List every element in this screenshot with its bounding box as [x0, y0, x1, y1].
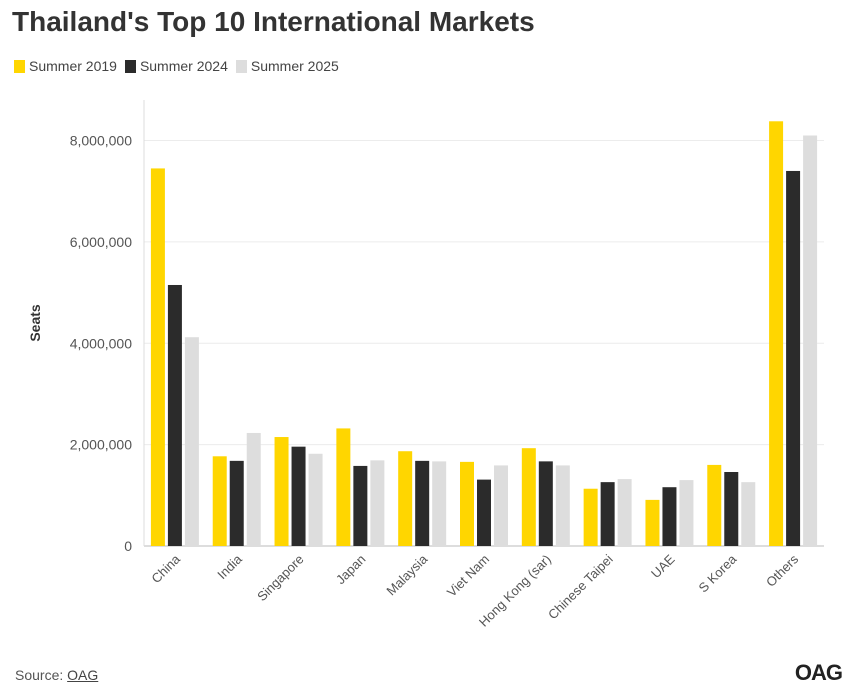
x-tick-label: Viet Nam — [444, 552, 492, 600]
bar — [398, 451, 413, 546]
bar — [769, 121, 784, 546]
bar — [617, 479, 632, 546]
x-tick-label: Chinese Taipei — [545, 551, 616, 622]
x-tick-label: Others — [763, 551, 802, 590]
bar — [786, 170, 801, 547]
source-note: Source: OAG — [15, 667, 98, 683]
legend-swatch-summer-2024 — [124, 59, 136, 73]
bar — [274, 437, 289, 546]
legend-swatch-summer-2019 — [14, 59, 25, 73]
bar — [645, 499, 660, 546]
bar — [308, 453, 323, 546]
y-tick-label: 2,000,000 — [70, 437, 132, 453]
legend-label-summer-2025: Summer 2025 — [250, 58, 339, 74]
y-tick-label: 8,000,000 — [70, 133, 132, 149]
bar — [150, 168, 165, 546]
legend-item-summer-2025[interactable]: Summer 2025 — [235, 58, 339, 74]
bar — [353, 465, 368, 546]
bar — [212, 456, 227, 546]
x-tick-label: S Korea — [696, 551, 740, 595]
bar — [707, 464, 722, 546]
bar — [600, 482, 615, 546]
bar — [583, 488, 598, 546]
chart-title: Thailand's Top 10 International Markets — [12, 6, 535, 37]
bar-chart: 0 2,000,000 4,000,000 6,000,000 8,000,000 Sea… — [27, 100, 824, 630]
legend-label-summer-2019: Summer 2019 — [29, 58, 117, 74]
bar — [370, 460, 385, 546]
x-tick-label: Singapore — [254, 552, 307, 605]
bar — [679, 480, 694, 546]
legend-item-summer-2024[interactable]: Summer 2024 — [124, 58, 228, 74]
bar — [291, 446, 306, 546]
source-label: Source: — [15, 667, 64, 683]
bar — [460, 461, 474, 546]
source-link[interactable]: OAG — [67, 667, 99, 683]
x-tick-label: China — [148, 551, 183, 586]
x-tick-label: UAE — [648, 551, 678, 581]
bar — [336, 428, 351, 546]
bar — [415, 460, 430, 546]
bar — [229, 460, 244, 546]
y-tick-label: 4,000,000 — [70, 335, 132, 351]
y-tick-label: 0 — [124, 538, 132, 554]
bar — [555, 465, 570, 546]
bar — [724, 472, 739, 546]
bar — [246, 432, 261, 546]
x-tick-label: Malaysia — [383, 551, 430, 598]
x-tick-label: Japan — [333, 552, 369, 588]
bar — [167, 284, 182, 546]
legend-label-summer-2024: Summer 2024 — [139, 58, 228, 74]
legend-swatch-summer-2025 — [235, 59, 247, 73]
legend: Summer 2019 Summer 2024 Summer 2025 — [14, 58, 347, 74]
bar — [741, 482, 756, 546]
bar — [432, 461, 447, 546]
y-tick-label: 6,000,000 — [70, 234, 132, 250]
bar — [662, 487, 677, 546]
bar — [477, 479, 491, 546]
legend-item-summer-2019[interactable]: Summer 2019 — [14, 58, 117, 74]
brand-logo: OAG — [794, 660, 843, 685]
bar — [803, 135, 818, 546]
bar — [494, 465, 508, 546]
x-tick-label: India — [214, 551, 245, 582]
bar — [521, 448, 536, 546]
bar — [538, 461, 553, 546]
y-axis-label: Seats — [27, 304, 43, 342]
bar — [184, 337, 199, 546]
